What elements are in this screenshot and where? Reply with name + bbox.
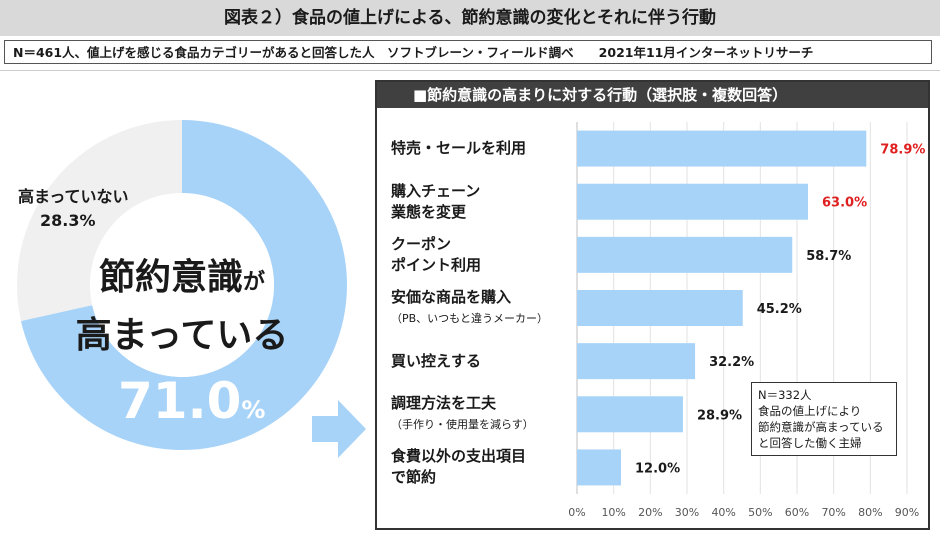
- donut-label-not-raised: 高まっていない 28.3%: [18, 185, 129, 233]
- category-main-line2: ポイント利用: [391, 255, 482, 274]
- category-label: 購入チェーン 業態を変更: [391, 181, 480, 223]
- bar-value-label: 32.2%: [709, 355, 754, 370]
- center-line2: 高まっている: [75, 315, 289, 356]
- category-main-line2: 業態を変更: [391, 202, 467, 221]
- donut-center-label: 節約意識が 高まっている: [62, 252, 302, 362]
- sample-note: N＝332人 食品の値上げにより 節約意識が高まっている と回答した働く主婦: [751, 382, 897, 456]
- category-label: 特売・セールを利用: [391, 138, 526, 159]
- center-line1: 節約意識: [98, 257, 243, 298]
- main-value-unit: %: [241, 396, 266, 424]
- category-main: 食費以外の支出項目: [391, 447, 527, 466]
- category-label: 買い控えする: [391, 351, 481, 372]
- category-label: 安価な商品を購入 （PB、いつもと違うメーカー）: [391, 287, 548, 329]
- x-tick-label: 20%: [638, 506, 662, 519]
- bar: [577, 343, 696, 380]
- category-main: 買い控えする: [391, 351, 482, 370]
- category-sub: （手作り・使用量を減らす）: [391, 418, 534, 432]
- x-tick-label: 80%: [858, 506, 882, 519]
- x-tick-label: 50%: [748, 506, 772, 519]
- note-line: 食品の値上げにより: [758, 404, 862, 418]
- category-main: 購入チェーン: [391, 181, 481, 200]
- not-raised-value: 28.3%: [40, 211, 96, 230]
- category-main: 調理方法を工夫: [391, 394, 497, 413]
- category-label: クーポンポイント利用: [391, 234, 481, 276]
- donut-slice-raised: [20, 120, 347, 450]
- note-line: と回答した働く主婦: [758, 436, 862, 450]
- x-tick-label: 30%: [675, 506, 699, 519]
- donut-hole: [90, 193, 274, 377]
- bar-chart: 0% 10% 20% 30% 40% 50% 60% 70% 80% 90% 78.9% 63.0% 5…: [568, 122, 925, 519]
- bar: [577, 396, 683, 433]
- note-line: 節約意識が高まっている: [758, 420, 884, 434]
- x-tick-label: 0%: [568, 506, 585, 519]
- survey-note: N＝461人、値上げを感じる食品カテゴリーがあると回答した人 ソフトブレーン・フ…: [4, 40, 932, 64]
- divider: [0, 70, 940, 71]
- panel-title: ■節約意識の高まりに対する行動（選択肢・複数回答）: [377, 82, 928, 108]
- category-sub: （PB、いつもと違うメーカー）: [391, 312, 548, 325]
- bar-value-label: 12.0%: [635, 461, 680, 476]
- center-ga: が: [243, 270, 266, 295]
- bar: [577, 236, 793, 273]
- category-label: 調理方法を工夫 （手作り・使用量を減らす）: [391, 393, 534, 435]
- x-tick-label: 90%: [895, 506, 919, 519]
- category-main: 安価な商品を購入: [391, 288, 512, 306]
- not-raised-label: 高まっていない: [18, 187, 129, 206]
- category-label: 食費以外の支出項目 で節約: [391, 446, 526, 488]
- x-tick-label: 70%: [821, 506, 845, 519]
- bar-value-label: 58.7%: [806, 249, 851, 264]
- x-tick-label: 10%: [601, 506, 625, 519]
- donut-chart: [17, 120, 347, 450]
- x-tick-label: 60%: [785, 506, 809, 519]
- main-value-number: 71.0: [118, 372, 242, 430]
- category-main: 特売・セールを利用: [391, 139, 527, 158]
- category-main: クーポン: [391, 234, 452, 253]
- bar-value-label: 78.9%: [880, 143, 925, 158]
- donut-slice-not-raised: [17, 120, 183, 321]
- x-tick-label: 40%: [711, 506, 735, 519]
- note-line: N＝332人: [758, 388, 812, 402]
- bar-value-label: 63.0%: [822, 196, 867, 211]
- bar-value-label: 45.2%: [757, 302, 802, 317]
- bar: [577, 290, 743, 326]
- donut-main-value: 71.0%: [118, 372, 265, 430]
- category-main-line2: で節約: [391, 468, 437, 487]
- page-title: 図表２）食品の値上げによる、節約意識の変化とそれに伴う行動: [0, 0, 940, 36]
- bar: [577, 449, 621, 486]
- bar-value-label: 28.9%: [697, 408, 742, 423]
- actions-panel: ■節約意識の高まりに対する行動（選択肢・複数回答） 0% 10% 20% 30% 40%…: [375, 80, 930, 530]
- bar: [577, 130, 867, 167]
- bar: [577, 183, 808, 220]
- right-arrow-icon: [312, 400, 366, 458]
